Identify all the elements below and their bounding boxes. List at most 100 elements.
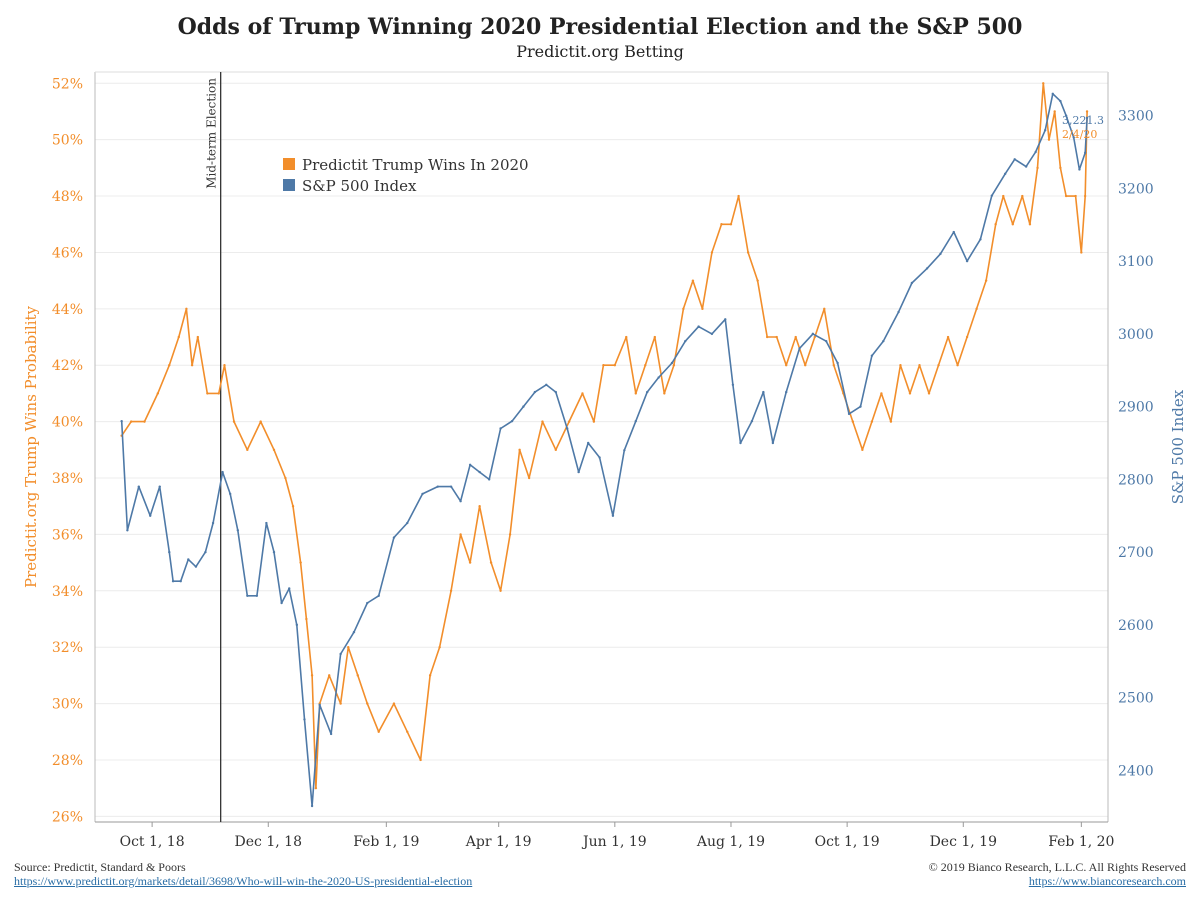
x-tick-label: Apr 1, 19 [465, 834, 532, 850]
sp500-data-point [811, 332, 815, 336]
sp500-data-point [126, 529, 129, 532]
sp500-data-point [1064, 114, 1068, 117]
sp500-data-point [204, 550, 207, 554]
y-left-tick-label: 30% [52, 697, 83, 713]
predictit-data-point [310, 674, 314, 677]
predictit-data-point [813, 335, 816, 339]
sp500-data-point [179, 580, 182, 583]
y-left-tick-label: 46% [52, 245, 83, 261]
predictit-data-point [284, 476, 287, 480]
predictit-data-point [691, 279, 695, 282]
predictit-data-point [794, 335, 797, 339]
predictit-data-point [489, 561, 493, 564]
predictit-data-point [1059, 166, 1062, 170]
copyright-link[interactable]: https://www.biancoresearch.com [1028, 874, 1186, 888]
predictit-data-point [217, 392, 220, 395]
y-right-tick-label: 3000 [1118, 327, 1154, 343]
predictit-data-point [737, 194, 740, 198]
sp500-data-point [228, 492, 232, 496]
predictit-data-point [1002, 194, 1005, 198]
predictit-data-point [746, 251, 750, 254]
predictit-data-point [419, 758, 422, 762]
sp500-data-point [421, 492, 424, 496]
predictit-data-point [177, 335, 180, 339]
y-left-tick-label: 34% [52, 584, 83, 600]
sp500-data-point [965, 259, 969, 263]
predictit-data-point [499, 589, 502, 592]
source-link[interactable]: https://www.predictit.org/markets/detail… [14, 874, 473, 888]
predictit-data-point [889, 420, 893, 423]
sp500-data-point [288, 587, 291, 590]
predictit-data-point [672, 364, 676, 367]
sp500-data-point [236, 529, 240, 532]
sp500-data-point [657, 376, 660, 379]
sp500-data-point [246, 594, 249, 597]
sp500-data-point [798, 347, 801, 350]
predictit-data-point [880, 392, 883, 395]
sp500-series-line [120, 93, 1088, 807]
end-value-sp-label: 3,221.3 [1062, 114, 1104, 127]
sp500-data-point [952, 230, 955, 234]
sp500-data-point [724, 318, 727, 321]
predictit-data-point [1074, 194, 1077, 198]
predictit-data-point [1028, 223, 1032, 226]
sp500-data-point [731, 383, 735, 387]
predictit-data-point [339, 702, 342, 705]
y-left-tick-label: 32% [52, 640, 83, 656]
sp500-data-point [478, 470, 481, 474]
sp500-data-point [750, 419, 754, 423]
sp500-data-point [211, 521, 215, 525]
predictit-data-point [406, 730, 409, 733]
predictit-data-point [602, 364, 605, 367]
predictit-data-point [823, 307, 826, 311]
sp500-data-point [194, 565, 198, 568]
sp500-data-point [499, 427, 502, 430]
predictit-data-point [1011, 223, 1014, 226]
y-left-tick-label: 52% [52, 76, 83, 92]
predictit-data-point [1080, 251, 1083, 254]
predictit-data-point [804, 364, 807, 367]
sp500-data-point [1078, 168, 1081, 171]
predictit-data-point [1085, 110, 1089, 113]
predictit-data-point [232, 420, 236, 423]
predictit-data-point [682, 307, 685, 311]
predictit-data-point [366, 702, 369, 705]
sp500-data-point [739, 441, 742, 445]
legend-label: Predictit Trump Wins In 2020 [302, 156, 529, 174]
y-right-tick-label: 3300 [1118, 109, 1154, 125]
sp500-data-point [265, 521, 268, 525]
predictit-data-point [756, 279, 759, 282]
predictit-data-point [156, 392, 160, 395]
predictit-data-point [956, 364, 959, 367]
sp500-data-point [554, 390, 558, 394]
predictit-data-point [299, 561, 302, 564]
sp500-data-point [1013, 158, 1016, 161]
sp500-data-point [459, 499, 462, 503]
sp500-data-point [221, 470, 224, 474]
y-left-tick-label: 38% [52, 471, 83, 487]
predictit-data-point [729, 223, 733, 226]
predictit-data-point [870, 420, 874, 423]
predictit-data-point [392, 702, 396, 705]
sp500-data-point [939, 252, 942, 256]
predictit-data-point [272, 448, 276, 452]
predictit-data-point [438, 645, 441, 649]
sp500-data-point [366, 601, 369, 605]
sp500-data-point [623, 449, 626, 452]
predictit-data-point [644, 364, 647, 367]
legend-swatch [283, 179, 295, 191]
predictit-data-point [908, 392, 912, 395]
predictit-data-point [937, 364, 940, 367]
predictit-data-point [701, 307, 704, 311]
predictit-data-point [1053, 110, 1056, 113]
x-tick-label: Feb 1, 20 [1048, 834, 1114, 850]
y-right-tick-label: 2800 [1118, 472, 1154, 488]
sp500-data-point [171, 580, 175, 583]
sp500-data-point [149, 514, 152, 517]
y-right-tick-label: 3100 [1118, 254, 1154, 270]
sp500-data-point [824, 339, 828, 343]
sp500-data-point [468, 463, 472, 467]
y-left-tick-label: 36% [52, 527, 83, 543]
sp500-data-point [377, 594, 380, 597]
